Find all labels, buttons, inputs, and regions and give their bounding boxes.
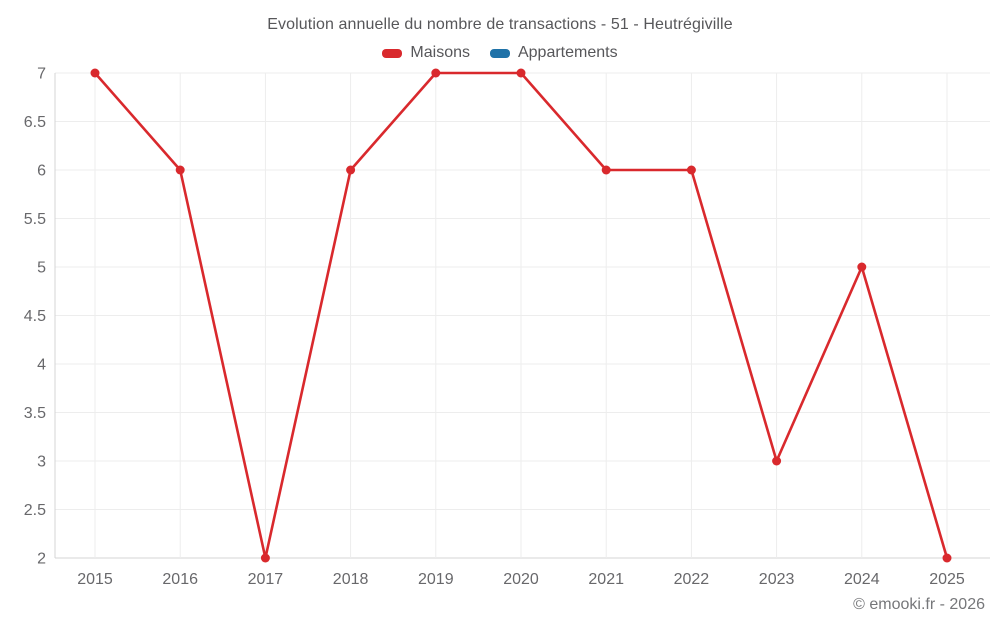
data-point-maisons-2016[interactable] <box>175 165 185 175</box>
x-tick-label: 2019 <box>418 571 454 588</box>
legend-item-appartements[interactable]: Appartements <box>489 44 618 62</box>
legend-swatch-appartements-icon <box>489 48 510 58</box>
y-tick-label: 4 <box>37 357 46 374</box>
y-tick-label: 2 <box>37 551 46 568</box>
y-tick-label: 4.5 <box>24 308 46 325</box>
data-point-maisons-2018[interactable] <box>346 165 356 175</box>
data-point-maisons-2017[interactable] <box>260 553 270 563</box>
y-tick-label: 6.5 <box>24 114 46 131</box>
legend-label-maisons: Maisons <box>410 44 470 61</box>
y-tick-label: 3 <box>37 454 46 471</box>
x-tick-label: 2015 <box>77 571 113 588</box>
y-tick-label: 5.5 <box>24 211 46 228</box>
x-tick-label: 2022 <box>674 571 710 588</box>
y-tick-label: 7 <box>37 66 46 83</box>
y-tick-label: 2.5 <box>24 502 46 519</box>
data-point-maisons-2021[interactable] <box>601 165 611 175</box>
legend-swatch-maisons-icon <box>382 48 403 58</box>
x-tick-label: 2018 <box>333 571 369 588</box>
y-tick-label: 3.5 <box>24 405 46 422</box>
x-tick-label: 2024 <box>844 571 880 588</box>
x-tick-label: 2023 <box>759 571 795 588</box>
chart-title: Evolution annuelle du nombre de transact… <box>267 16 733 33</box>
data-point-maisons-2015[interactable] <box>90 68 100 78</box>
x-tick-label: 2020 <box>503 571 539 588</box>
x-tick-label: 2016 <box>162 571 198 588</box>
data-point-maisons-2019[interactable] <box>431 68 441 78</box>
credit-watermark: © emooki.fr - 2026 <box>853 596 985 613</box>
data-point-maisons-2023[interactable] <box>772 456 782 466</box>
data-point-maisons-2025[interactable] <box>942 553 952 563</box>
legend-label-appartements: Appartements <box>517 44 618 61</box>
legend-item-maisons[interactable]: Maisons <box>382 44 470 62</box>
x-tick-label: 2017 <box>248 571 284 588</box>
y-tick-label: 5 <box>37 260 46 277</box>
y-tick-label: 6 <box>37 163 46 180</box>
data-point-maisons-2024[interactable] <box>857 262 867 272</box>
legend: Maisons Appartements <box>0 44 1000 62</box>
data-point-maisons-2022[interactable] <box>686 165 696 175</box>
x-tick-label: 2021 <box>588 571 624 588</box>
data-point-maisons-2020[interactable] <box>516 68 526 78</box>
x-tick-label: 2025 <box>929 571 965 588</box>
